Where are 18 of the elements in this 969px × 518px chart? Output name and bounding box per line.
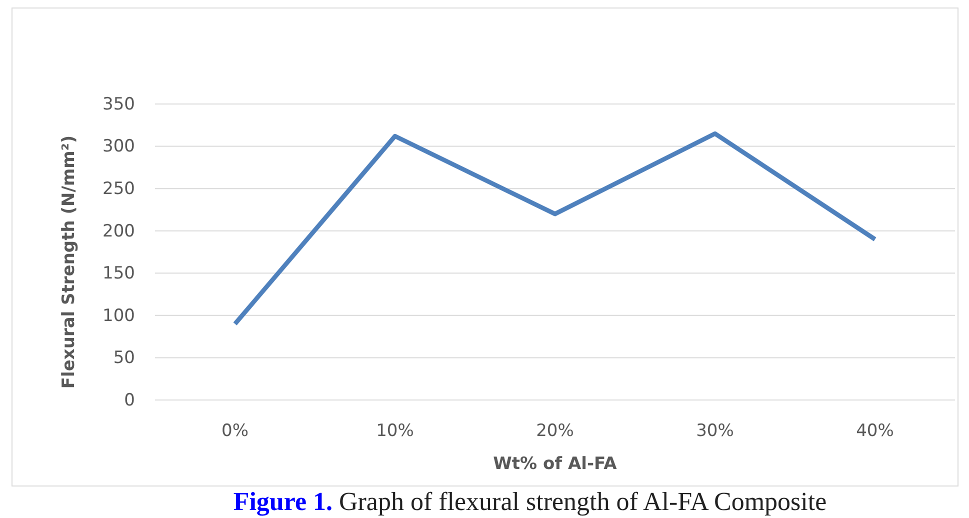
x-tick-label: 0% bbox=[222, 421, 248, 442]
x-tick-label: 40% bbox=[856, 421, 894, 442]
y-tick-label: 300 bbox=[102, 136, 135, 157]
y-tick-label: 250 bbox=[102, 179, 135, 200]
text: Graph of flexural strength of Al-FA Composite bbox=[332, 487, 827, 516]
y-tick-label: 200 bbox=[102, 221, 135, 242]
y-axis-title: Flexural Strength (N/mm²) bbox=[59, 135, 79, 389]
y-tick-label: 0 bbox=[124, 390, 135, 410]
y-tick-label: 350 bbox=[102, 94, 135, 114]
y-tick-label: 50 bbox=[113, 348, 135, 368]
y-tick-label: 100 bbox=[102, 306, 135, 326]
x-tick-label: 30% bbox=[696, 421, 734, 442]
x-axis-title: Wt% of Al-FA bbox=[493, 454, 618, 474]
x-tick-label: 20% bbox=[536, 421, 574, 442]
line-series bbox=[232, 131, 878, 326]
y-tick-label: 150 bbox=[102, 264, 135, 284]
caption: Figure 1. bbox=[233, 487, 333, 516]
x-tick-label: 10% bbox=[376, 421, 414, 442]
